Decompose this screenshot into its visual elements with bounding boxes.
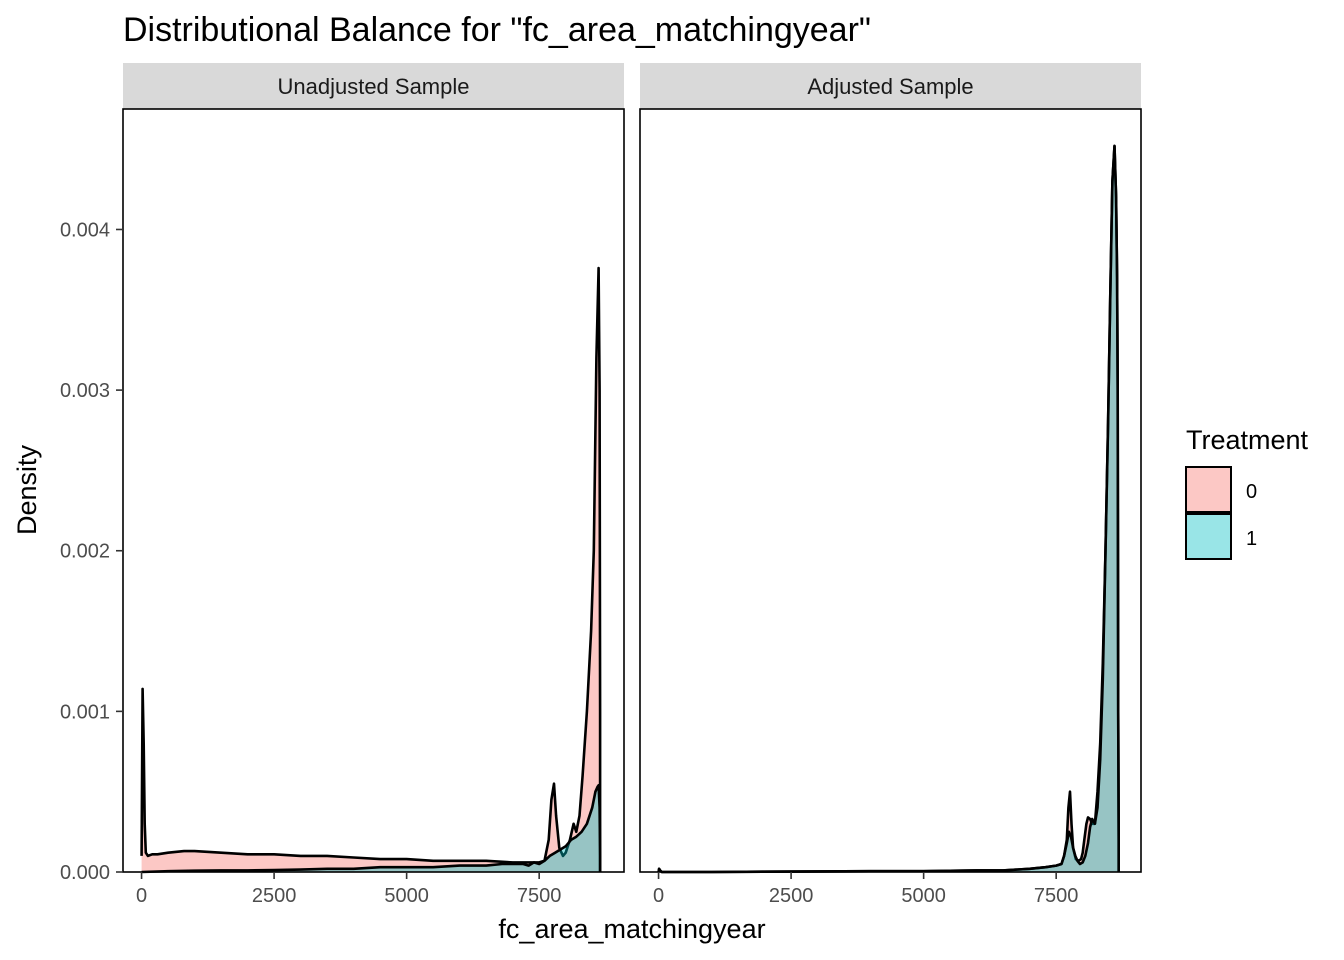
density-area-1-series-0 [658, 145, 1119, 872]
legend-key-1 [1185, 513, 1232, 560]
strip-adjusted [640, 63, 1141, 109]
panel-border-unadjusted [122, 108, 625, 873]
chart-title: Distributional Balance for "fc_area_matc… [123, 11, 871, 49]
x-tick-label: 0 [136, 885, 147, 907]
density-area-0-series-1 [141, 785, 601, 872]
x-tick-label: 7500 [517, 885, 562, 907]
legend-label-1: 1 [1246, 528, 1257, 550]
x-tick-label: 7500 [1034, 885, 1079, 907]
y-tick-label: 0.003 [60, 380, 110, 402]
strip-unadjusted [123, 63, 624, 109]
y-tick-label: 0.004 [60, 219, 110, 241]
x-axis-title: fc_area_matchingyear [498, 914, 765, 944]
density-line-1-series-0 [657, 144, 1120, 874]
x-tick-label: 2500 [769, 885, 814, 907]
panel-border-adjusted [639, 108, 1142, 873]
legend-label-0: 0 [1246, 481, 1257, 503]
x-tick-label: 0 [653, 885, 664, 907]
plot-area-unadjusted [140, 266, 602, 874]
x-tick-label: 5000 [384, 885, 429, 907]
density-line-0-series-1 [141, 784, 602, 874]
y-tick-label: 0.001 [60, 701, 110, 723]
strip-label-adjusted: Adjusted Sample [807, 74, 973, 99]
x-tick-label: 5000 [901, 885, 946, 907]
panel-adjusted: Adjusted Sample [639, 63, 1142, 874]
y-axis-title: Density [12, 444, 42, 535]
density-line-1-series-1 [657, 144, 1120, 874]
y-axis: 0.000 0.001 0.002 0.003 0.004 [60, 219, 123, 884]
density-area-1-series-1 [658, 145, 1119, 872]
panel-unadjusted: Unadjusted Sample [122, 63, 625, 874]
y-tick-label: 0.000 [60, 862, 110, 884]
strip-label-unadjusted: Unadjusted Sample [277, 74, 469, 99]
y-tick-label: 0.002 [60, 541, 110, 563]
density-area-0-series-0 [141, 268, 601, 872]
legend: Treatment 0 1 [1185, 425, 1309, 560]
x-axis-adjusted: 0 2500 5000 7500 [653, 872, 1078, 907]
plot-area-adjusted [657, 144, 1120, 874]
legend-key-0 [1185, 466, 1232, 513]
x-tick-label: 2500 [252, 885, 297, 907]
x-axis-unadjusted: 0 2500 5000 7500 [136, 872, 561, 907]
density-line-0-series-0 [140, 266, 602, 872]
legend-title: Treatment [1186, 425, 1309, 455]
